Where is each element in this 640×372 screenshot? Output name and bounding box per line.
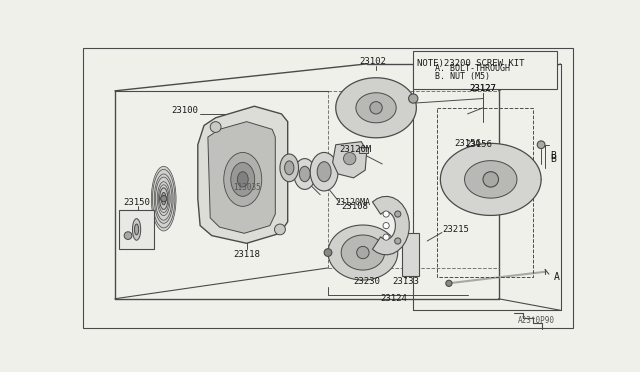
Circle shape (395, 238, 401, 244)
Text: 23118: 23118 (233, 250, 260, 259)
Text: B: B (550, 154, 556, 164)
Polygon shape (440, 143, 541, 215)
Bar (119, 210, 154, 249)
Polygon shape (336, 78, 417, 138)
Circle shape (161, 196, 167, 202)
Ellipse shape (159, 188, 168, 209)
Circle shape (324, 249, 332, 256)
Bar (359, 147, 368, 153)
Ellipse shape (280, 154, 298, 182)
Ellipse shape (344, 153, 356, 165)
Text: NOTE)23200 SCREW KIT: NOTE)23200 SCREW KIT (417, 59, 525, 68)
Circle shape (383, 234, 389, 240)
Ellipse shape (134, 224, 139, 235)
Ellipse shape (310, 153, 338, 191)
Circle shape (537, 141, 545, 148)
Ellipse shape (224, 153, 262, 206)
Polygon shape (341, 235, 385, 270)
Circle shape (370, 102, 382, 114)
Text: 23100: 23100 (171, 106, 198, 115)
Ellipse shape (231, 163, 255, 196)
Text: B: B (550, 151, 556, 161)
Polygon shape (198, 106, 288, 243)
Text: A23^0P90: A23^0P90 (518, 316, 555, 325)
Ellipse shape (152, 169, 175, 228)
Bar (402, 233, 419, 276)
Circle shape (383, 211, 389, 217)
Circle shape (383, 222, 389, 229)
Polygon shape (356, 93, 396, 123)
Circle shape (210, 122, 221, 132)
Polygon shape (208, 122, 275, 233)
Ellipse shape (237, 172, 248, 187)
Ellipse shape (317, 162, 331, 182)
Text: 23230: 23230 (353, 277, 380, 286)
Text: 23156: 23156 (466, 140, 493, 149)
Circle shape (408, 94, 418, 103)
Ellipse shape (161, 192, 166, 205)
Ellipse shape (294, 158, 316, 189)
Text: A. BOLT-THROUGH: A. BOLT-THROUGH (435, 64, 510, 73)
Text: 23120M: 23120M (339, 145, 371, 154)
Circle shape (124, 232, 132, 240)
Bar (436, 108, 533, 277)
Ellipse shape (285, 161, 294, 175)
Text: 23127: 23127 (470, 84, 497, 93)
Text: 23120MA: 23120MA (336, 198, 371, 207)
Text: 113035: 113035 (233, 183, 260, 192)
Text: 23108: 23108 (341, 202, 368, 211)
Text: 23102: 23102 (360, 57, 387, 66)
Text: 23156: 23156 (454, 139, 481, 148)
Ellipse shape (157, 182, 170, 216)
Text: 23150: 23150 (123, 198, 150, 207)
Circle shape (446, 280, 452, 286)
Polygon shape (372, 196, 409, 255)
Text: A: A (554, 272, 559, 282)
Ellipse shape (151, 166, 176, 231)
Ellipse shape (300, 166, 310, 182)
Circle shape (395, 211, 401, 217)
Ellipse shape (156, 177, 172, 220)
Ellipse shape (154, 174, 173, 223)
Text: 23124: 23124 (380, 294, 407, 303)
Ellipse shape (158, 185, 169, 212)
Circle shape (483, 172, 499, 187)
Polygon shape (328, 225, 397, 280)
Circle shape (275, 224, 285, 235)
Text: 23215: 23215 (443, 225, 470, 234)
Text: 23127: 23127 (470, 84, 497, 93)
Polygon shape (333, 142, 367, 178)
Text: B. NUT (M5): B. NUT (M5) (435, 73, 490, 81)
Ellipse shape (132, 219, 141, 240)
Text: 23133: 23133 (392, 277, 419, 286)
Circle shape (356, 246, 369, 259)
Polygon shape (465, 161, 517, 198)
Bar (413, 51, 557, 89)
